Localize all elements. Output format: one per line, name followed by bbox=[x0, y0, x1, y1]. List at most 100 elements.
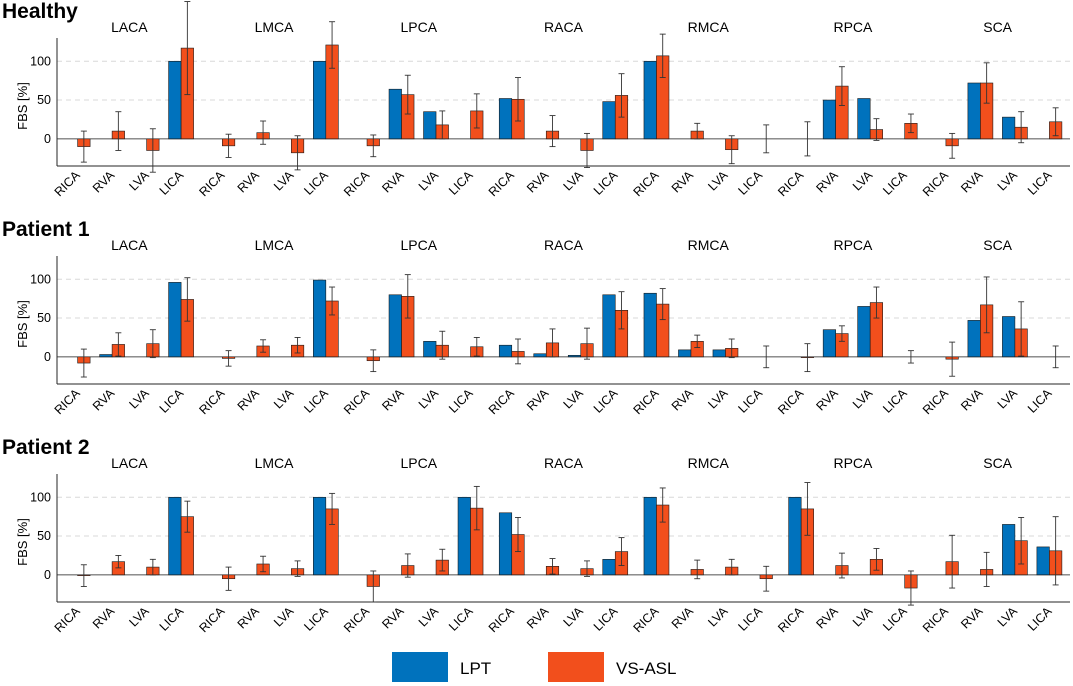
category-label: RVA bbox=[524, 168, 552, 196]
category-label: RVA bbox=[235, 386, 263, 414]
category-label: RICA bbox=[920, 386, 951, 417]
category-label: RICA bbox=[341, 386, 372, 417]
region-title: LPCA bbox=[400, 455, 437, 471]
category-label: LICA bbox=[157, 386, 187, 416]
lpt-bar bbox=[857, 98, 871, 140]
y-tick-label: 0 bbox=[44, 568, 51, 582]
category-label: LICA bbox=[1025, 604, 1055, 634]
lpt-bar bbox=[822, 99, 836, 140]
category-label: LICA bbox=[736, 604, 766, 634]
category-label: LVA bbox=[995, 386, 1021, 412]
category-label: LVA bbox=[561, 168, 587, 194]
lpt-bar bbox=[168, 60, 182, 140]
lpt-bar bbox=[967, 320, 981, 358]
category-label: RVA bbox=[958, 386, 986, 414]
region-title: LMCA bbox=[255, 237, 295, 253]
category-label: LVA bbox=[850, 168, 876, 194]
category-label: RVA bbox=[669, 604, 697, 632]
category-label: RICA bbox=[920, 168, 951, 199]
region-title: RACA bbox=[544, 455, 584, 471]
region-title: SCA bbox=[983, 455, 1012, 471]
category-label: LICA bbox=[1025, 386, 1055, 416]
category-label: LICA bbox=[446, 604, 476, 634]
lpt-bar bbox=[498, 98, 513, 140]
category-label: LVA bbox=[271, 386, 297, 412]
lpt-bar bbox=[678, 349, 692, 358]
category-label: LVA bbox=[126, 604, 152, 630]
category-label: RICA bbox=[52, 386, 83, 417]
category-label: LICA bbox=[301, 604, 331, 634]
category-label: RVA bbox=[379, 168, 407, 196]
legend-swatch bbox=[548, 652, 604, 682]
lpt-bar bbox=[822, 329, 836, 358]
category-label: LVA bbox=[416, 386, 442, 412]
category-label: LICA bbox=[880, 604, 910, 634]
y-tick-label: 50 bbox=[37, 311, 51, 325]
category-label: LICA bbox=[880, 386, 910, 416]
region-title: RPCA bbox=[833, 237, 873, 253]
lpt-bar bbox=[533, 353, 547, 358]
lpt-bar bbox=[1002, 316, 1016, 358]
region-title: LACA bbox=[111, 19, 148, 35]
category-label: LICA bbox=[591, 386, 621, 416]
region-title: LPCA bbox=[400, 19, 437, 35]
lpt-bar bbox=[168, 496, 182, 576]
region-title: RMCA bbox=[688, 237, 730, 253]
category-label: RICA bbox=[196, 604, 227, 635]
lpt-bar bbox=[168, 282, 182, 358]
category-label: RVA bbox=[669, 168, 697, 196]
category-label: LVA bbox=[850, 386, 876, 412]
category-label: LICA bbox=[591, 168, 621, 198]
category-label: LVA bbox=[705, 168, 731, 194]
lpt-bar bbox=[423, 111, 437, 140]
lpt-bar bbox=[788, 496, 802, 576]
category-label: LICA bbox=[591, 604, 621, 634]
region-title: LPCA bbox=[400, 237, 437, 253]
y-tick-label: 100 bbox=[30, 272, 51, 286]
y-axis-label: FBS [%] bbox=[15, 518, 30, 566]
category-label: RICA bbox=[196, 386, 227, 417]
lpt-bar bbox=[388, 88, 402, 140]
category-label: RICA bbox=[775, 168, 806, 199]
category-label: LICA bbox=[736, 168, 766, 198]
category-label: LVA bbox=[850, 604, 876, 630]
region-title: RMCA bbox=[688, 455, 730, 471]
lpt-bar bbox=[313, 60, 327, 140]
category-label: RVA bbox=[235, 604, 263, 632]
region-title: LACA bbox=[111, 237, 148, 253]
category-label: RVA bbox=[814, 168, 842, 196]
category-label: RVA bbox=[958, 168, 986, 196]
y-tick-label: 0 bbox=[44, 350, 51, 364]
legend-swatch bbox=[392, 652, 448, 682]
category-label: RVA bbox=[90, 168, 118, 196]
category-label: RICA bbox=[631, 604, 662, 635]
lpt-bar bbox=[602, 101, 616, 140]
lpt-bar bbox=[313, 279, 327, 358]
y-axis-label: FBS [%] bbox=[15, 82, 30, 130]
lpt-bar bbox=[712, 349, 726, 358]
category-label: RICA bbox=[631, 168, 662, 199]
category-label: RICA bbox=[775, 604, 806, 635]
category-label: RVA bbox=[814, 604, 842, 632]
category-label: RICA bbox=[341, 604, 372, 635]
lpt-bar bbox=[388, 294, 402, 358]
panel-title: Patient 1 bbox=[2, 218, 90, 241]
category-label: RVA bbox=[524, 604, 552, 632]
category-label: RVA bbox=[524, 386, 552, 414]
lpt-bar bbox=[423, 341, 437, 358]
category-label: LICA bbox=[446, 386, 476, 416]
region-title: LACA bbox=[111, 455, 148, 471]
category-label: LICA bbox=[301, 386, 331, 416]
category-label: RICA bbox=[341, 168, 372, 199]
category-label: LVA bbox=[561, 386, 587, 412]
category-label: LVA bbox=[561, 604, 587, 630]
category-label: RICA bbox=[486, 386, 517, 417]
category-label: RVA bbox=[958, 604, 986, 632]
lpt-bar bbox=[313, 496, 327, 576]
category-label: LICA bbox=[736, 386, 766, 416]
lpt-bar bbox=[967, 82, 981, 140]
category-label: RVA bbox=[235, 168, 263, 196]
region-title: RPCA bbox=[833, 19, 873, 35]
panel-title: Patient 2 bbox=[2, 436, 90, 459]
